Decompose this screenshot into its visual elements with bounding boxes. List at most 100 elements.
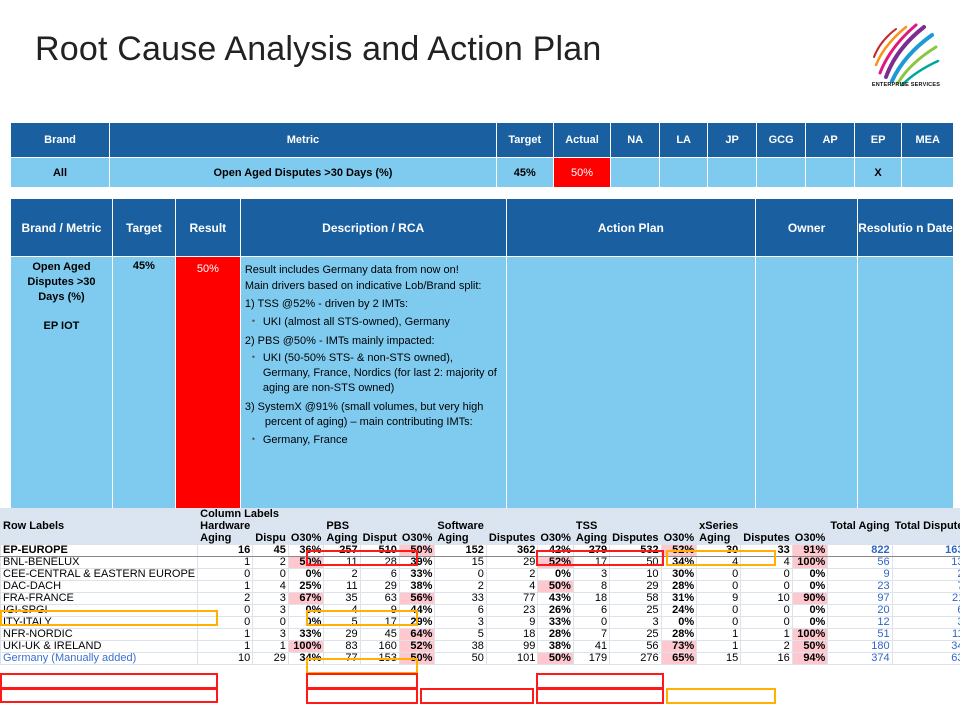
pivot-cell: 30% bbox=[660, 568, 698, 581]
rca-header-cell: Resolutio n Date bbox=[857, 198, 954, 257]
rca-table-header: Brand / Metric Target Result Description… bbox=[10, 198, 954, 257]
pivot-cell: 1 bbox=[740, 628, 793, 641]
rca-header-cell: Owner bbox=[755, 198, 859, 257]
desc-line: Main drivers based on indicative Lob/Bra… bbox=[244, 280, 482, 293]
pivot-cell: 50% bbox=[398, 544, 436, 557]
rca-header-cell: Target bbox=[111, 198, 176, 257]
pivot-cell: 6 bbox=[572, 604, 611, 617]
highlight-frame bbox=[536, 673, 664, 689]
pivot-cell: 36% bbox=[287, 544, 325, 557]
logo-text: ENTERPRISE SERVICES bbox=[871, 82, 941, 88]
pivot-cell: 0% bbox=[791, 580, 829, 593]
pivot-row-label: CEE-CENTRAL & EASTERN EUROPE bbox=[0, 568, 199, 581]
pivot-header-cell: Hardware bbox=[197, 520, 254, 533]
pivot-row: DAC-DACH1425%112938%2450%82928%000%23723… bbox=[0, 580, 960, 593]
rca-metric-sub: EP IOT bbox=[43, 319, 80, 332]
pivot-header-cell bbox=[609, 520, 662, 533]
metric-header-cell: EP bbox=[853, 122, 903, 158]
pivot-cell: 0% bbox=[791, 568, 829, 581]
pivot-cell: 51 bbox=[827, 628, 893, 641]
metric-cell: Open Aged Disputes >30 Days (%) bbox=[109, 157, 497, 188]
pivot-cell: 2 bbox=[485, 568, 539, 581]
pivot-cell: 0% bbox=[660, 616, 698, 629]
pivot-cell: 0% bbox=[287, 604, 325, 617]
pivot-cell: 0 bbox=[740, 616, 793, 629]
pivot-row: FRA-FRANCE 2 3 67% 35 63 56% 33 77 43% 18 58 31% 9 10 9… bbox=[0, 592, 960, 605]
pivot-cell: 91% bbox=[791, 544, 829, 557]
metric-cell bbox=[901, 157, 954, 188]
pivot-cell: 28% bbox=[537, 628, 574, 641]
pivot-cell: 532 bbox=[609, 544, 662, 557]
pivot-header-cell: Disput bbox=[359, 532, 400, 545]
pivot-cell: 16 bbox=[197, 544, 254, 557]
pivot-cell: 0 bbox=[696, 568, 742, 581]
highlight-frame bbox=[0, 688, 218, 703]
metric-header-cell: NA bbox=[610, 122, 660, 158]
pivot-cell: 279 bbox=[572, 544, 611, 557]
metric-header-cell: Target bbox=[495, 122, 554, 158]
pivot-cell: 0 bbox=[740, 580, 793, 593]
pivot-cell: 52% bbox=[398, 640, 436, 653]
pivot-header-cell: Aging bbox=[696, 532, 742, 545]
pivot-cell: 29 bbox=[485, 556, 539, 569]
pivot-cell: 56 bbox=[609, 640, 662, 653]
pivot-header-cell: O30% bbox=[287, 532, 325, 545]
pivot-cell: 83 bbox=[323, 640, 361, 653]
pivot-header-cell: Disputes bbox=[740, 532, 793, 545]
rca-header-cell: Brand / Metric bbox=[10, 198, 113, 257]
pivot-cell: 3 bbox=[572, 568, 611, 581]
rca-resolution-date-cell bbox=[857, 256, 954, 509]
rca-table: Brand / Metric Target Result Description… bbox=[10, 198, 954, 509]
pivot-cell: 3 bbox=[609, 616, 662, 629]
metric-header-cell: Metric bbox=[109, 122, 497, 158]
pivot-row: CEE-CENTRAL & EASTERN EUROPE 0 0 0% 2 6 33% 0 2 0… bbox=[0, 568, 960, 581]
pivot-row: NFR-NORDIC 1 3 33% 29 45 64% 5 18 28% 7 25 28% 1 1 100%… bbox=[0, 628, 960, 641]
pivot-cell: 50% bbox=[398, 652, 436, 665]
pivot-cell: 16 bbox=[740, 652, 793, 665]
pivot-cell: 2 bbox=[434, 580, 487, 593]
pivot-cell: 4 bbox=[696, 556, 742, 569]
pivot-cell: 0 bbox=[197, 604, 254, 617]
pivot-cell: 100% bbox=[287, 640, 325, 653]
pivot-cell: 9 bbox=[359, 604, 400, 617]
pivot-cell: 64% bbox=[398, 628, 436, 641]
desc-bullet: UKI (almost all STS-owned), Germany bbox=[245, 315, 502, 330]
pivot-cell: 67 bbox=[891, 604, 960, 617]
pivot-cell: 17 bbox=[359, 616, 400, 629]
pivot-header-cell bbox=[252, 520, 289, 533]
pivot-header-cell: PBS bbox=[323, 520, 361, 533]
metric-header-cell: AP bbox=[805, 122, 855, 158]
pivot-cell: 0% bbox=[287, 568, 325, 581]
pivot-header-row: Aging Dispu O30% Aging Disput O30% Aging Disput… bbox=[0, 532, 960, 545]
pivot-header-cell: Software bbox=[434, 520, 487, 533]
pivot-cell: 3 bbox=[252, 604, 289, 617]
pivot-cell: 1631 bbox=[891, 544, 960, 557]
pivot-cell: 0 bbox=[696, 580, 742, 593]
pivot-header-cell bbox=[359, 520, 400, 533]
pivot-header-cell bbox=[660, 520, 698, 533]
pivot-cell: 97 bbox=[827, 592, 893, 605]
pivot-cell: 33% bbox=[398, 568, 436, 581]
pivot-cell: 4 bbox=[323, 604, 361, 617]
pivot-row-label: FRA-FRANCE bbox=[0, 592, 199, 605]
pivot-cell: 38 bbox=[434, 640, 487, 653]
rca-action-plan-cell bbox=[505, 256, 757, 509]
metric-header-cell: LA bbox=[658, 122, 709, 158]
pivot-cell: 257 bbox=[323, 544, 361, 557]
pivot-cell: 50 bbox=[434, 652, 487, 665]
pivot-cell: 9 bbox=[827, 568, 893, 581]
pivot-cell: 276 bbox=[609, 652, 662, 665]
pivot-header-cell: Dispu bbox=[252, 532, 289, 545]
pivot-cell: 4 bbox=[485, 580, 539, 593]
metric-table-row: All Open Aged Disputes >30 Days (%) 45% … bbox=[9, 157, 954, 188]
pivot-cell: 12 bbox=[827, 616, 893, 629]
pivot-cell: 2 bbox=[197, 592, 254, 605]
pivot-header-cell: Aging bbox=[434, 532, 487, 545]
pivot-cell: 100% bbox=[791, 556, 829, 569]
pivot-cell: 630 bbox=[891, 652, 960, 665]
pivot-cell: 211 bbox=[891, 592, 960, 605]
pivot-cell: 43% bbox=[537, 592, 574, 605]
metric-header-cell: MEA bbox=[901, 122, 954, 158]
pivot-cell: 5 bbox=[323, 616, 361, 629]
pivot-cell: 0 bbox=[197, 616, 254, 629]
